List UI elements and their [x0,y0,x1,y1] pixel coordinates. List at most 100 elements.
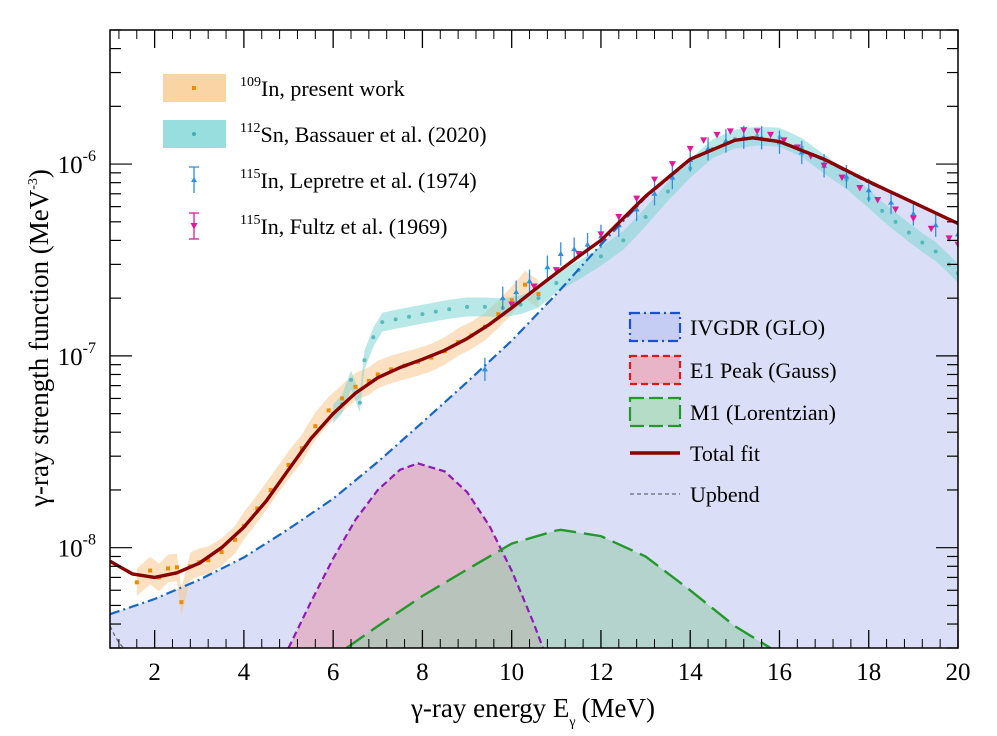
fultz-point [856,185,864,192]
model-fill-layer [110,138,958,648]
present-work-point [219,549,224,554]
lepretre-point [481,366,488,372]
bassauer-point [893,219,898,224]
lepretre-point [910,210,917,216]
fultz-point [740,127,748,134]
legend-isotope-mass: 109 [240,75,261,90]
y-tick-label: 10-8 [58,532,96,563]
fultz-point [633,195,641,203]
y-tick-exponent: -7 [83,340,96,357]
lepretre-point [888,199,895,205]
legend-data-label: 115In, Fultz et al. (1969) [240,213,447,239]
bassauer-point [933,249,938,254]
bassauer-point [465,304,470,309]
lepretre-point [651,190,658,196]
x-tick-label: 12 [588,659,613,686]
fultz-point [838,174,846,182]
x-axis-title: γ-ray energy Eγ (MeV) [410,693,655,730]
ivgdr-line [110,137,958,616]
x-axis-title-main: γ-ray energy E [410,693,569,723]
present-work-point [206,558,211,563]
legend-data-text: In, present work [261,76,405,101]
legend-isotope-mass: 115 [240,213,260,228]
legend-model-label: M1 (Lorentzian) [690,400,836,425]
lepretre-point [669,174,676,180]
legend-model-label: Total fit [690,441,760,466]
e1-peak-line [287,462,544,648]
legend-data-label: 112Sn, Bassauer et al. (2020) [240,121,487,147]
bassauer-point [420,312,425,317]
y-tick-base: 10 [58,536,83,563]
fultz-point [767,131,775,139]
x-tick-label: 4 [238,659,251,686]
bassauer-point [371,335,376,340]
present-work-point [353,384,358,389]
present-work-point [313,424,318,429]
present-work-point [326,408,331,413]
bassauer-point [407,314,412,319]
bassauer-point [380,320,385,325]
x-tick-label: 6 [327,659,340,686]
bassauer-point [665,189,670,194]
lepretre-point [499,295,506,301]
legend-data-text: In, Lepretre et al. (1974) [260,168,476,193]
present-work-point [134,580,139,585]
fultz-point [927,225,935,233]
bassauer-point [536,296,541,301]
ivgdr-fill [110,138,958,648]
fultz-point [713,131,721,139]
y-axis-title-superscript: -3 [26,178,41,190]
model-line-layer [110,136,958,648]
lepretre-point [865,187,872,193]
m1-fill [346,529,771,648]
legend-model-label: Upbend [690,482,760,507]
legend-present-work-marker [192,86,196,90]
present-work-point [286,462,291,467]
legend-model-swatch [628,396,682,428]
x-tick-label: 14 [678,659,704,686]
lepretre-point [557,250,564,256]
total-fit-line [110,136,958,580]
present-work-point [340,396,345,401]
x-tick-label: 20 [946,659,971,686]
fultz-point [780,137,788,144]
bassauer-point [621,238,626,243]
fultz-point [615,213,623,221]
present-work-point [429,355,434,360]
fultz-point [945,235,953,242]
lepretre-point [513,289,520,295]
bassauer-point [362,358,367,363]
fultz-point [597,231,605,238]
x-tick-label: 18 [856,659,881,686]
legend-model-swatch [628,311,682,343]
present-work-point [268,487,273,492]
fultz-point [753,128,761,135]
bassauer-point [880,208,885,213]
x-tick-label: 16 [767,659,792,686]
fultz-point [909,215,917,223]
fultz-point [575,250,583,258]
present-work-point [496,312,501,317]
fultz-point [954,241,958,249]
legend-lepretre-marker [191,177,197,182]
fultz-point [874,196,882,204]
present-work-point [509,298,514,303]
y-tick-label: 10-6 [58,148,96,179]
lepretre-point [571,246,578,252]
upbend-line [110,625,124,648]
present-work-point [375,372,380,377]
bassauer-point [393,317,398,322]
lepretre-point [584,241,591,247]
y-tick-exponent: -6 [83,148,96,165]
lepretre-point [544,264,551,270]
y-axis-title: γ-ray strength function (MeV-3) [24,169,54,508]
legend-model-swatch [628,354,682,386]
fultz-point [651,176,659,184]
legend-isotope-mass: 115 [240,167,260,182]
lepretre-point [843,173,850,179]
bassauer-point [349,377,354,382]
bassauer-point [598,254,603,259]
x-axis-title-unit: (MeV) [582,693,655,723]
